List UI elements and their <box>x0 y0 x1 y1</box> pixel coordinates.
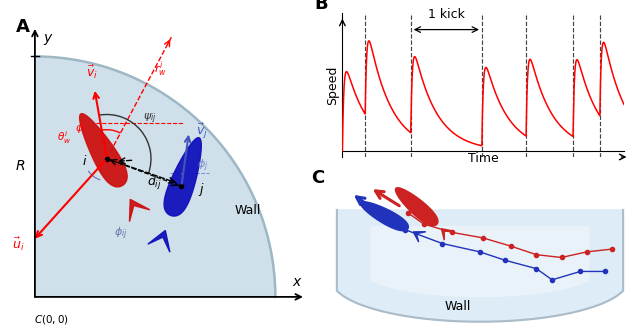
Text: $\phi_{ij}$: $\phi_{ij}$ <box>114 225 127 242</box>
X-axis label: Time: Time <box>468 152 499 165</box>
Polygon shape <box>371 227 589 297</box>
Y-axis label: Speed: Speed <box>326 65 340 105</box>
Text: $y$: $y$ <box>43 32 54 46</box>
Polygon shape <box>148 230 170 252</box>
Polygon shape <box>442 229 454 240</box>
Polygon shape <box>361 202 408 231</box>
Polygon shape <box>79 114 127 187</box>
Text: B: B <box>314 0 328 13</box>
Text: $j$: $j$ <box>198 181 205 198</box>
Text: $\phi_j$: $\phi_j$ <box>196 158 208 174</box>
Text: Wall: Wall <box>234 204 261 217</box>
Text: 1 kick: 1 kick <box>428 8 465 21</box>
Text: $\phi_i$: $\phi_i$ <box>75 121 86 135</box>
Polygon shape <box>129 199 150 221</box>
Polygon shape <box>413 232 426 242</box>
Text: $C(0,0)$: $C(0,0)$ <box>33 314 68 326</box>
Polygon shape <box>35 56 275 297</box>
Text: C: C <box>310 169 324 187</box>
Text: $\theta_w^i$: $\theta_w^i$ <box>56 129 71 146</box>
Text: $d_{ij}$: $d_{ij}$ <box>147 174 162 192</box>
Polygon shape <box>164 138 202 216</box>
Text: $r_w^i$: $r_w^i$ <box>154 60 168 79</box>
Text: $x$: $x$ <box>292 275 303 289</box>
Text: $i$: $i$ <box>82 154 88 168</box>
Text: $\vec{u}_i$: $\vec{u}_i$ <box>12 235 24 253</box>
Polygon shape <box>396 188 438 225</box>
Text: $\vec{v}_j$: $\vec{v}_j$ <box>196 122 208 141</box>
Text: $\vec{v}_i$: $\vec{v}_i$ <box>86 64 97 81</box>
Text: $R$: $R$ <box>15 159 25 173</box>
Polygon shape <box>337 210 623 322</box>
Text: $\psi_{ij}$: $\psi_{ij}$ <box>143 112 156 126</box>
Text: A: A <box>16 18 29 36</box>
Text: Wall: Wall <box>445 300 471 313</box>
